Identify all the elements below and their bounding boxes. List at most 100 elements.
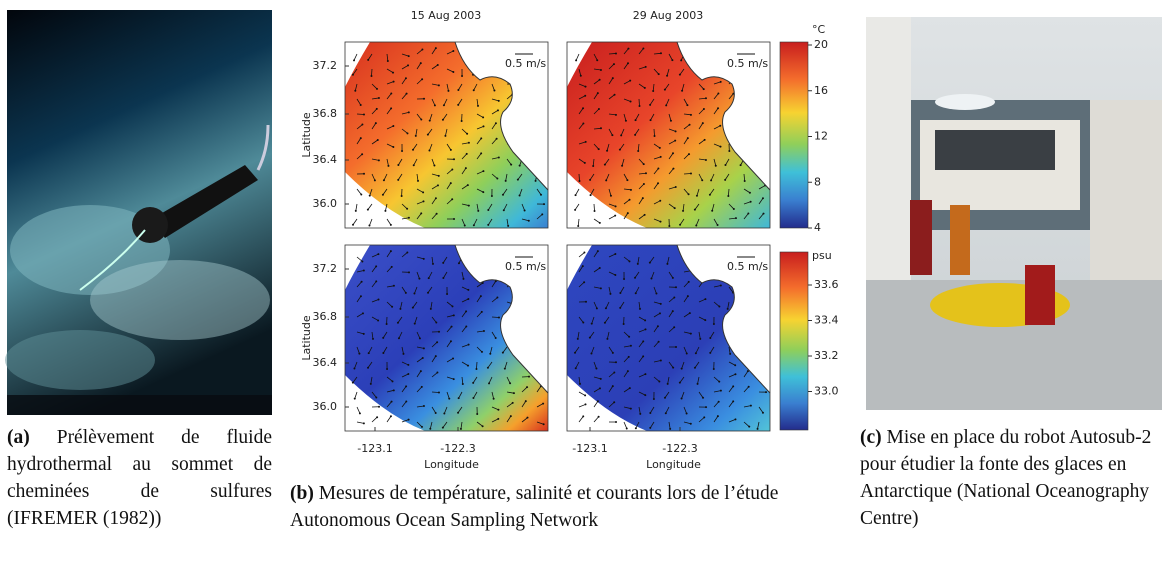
current-arrow <box>476 138 482 145</box>
arrow-head <box>441 118 444 121</box>
current-arrow <box>491 98 499 102</box>
current-arrow <box>758 198 764 205</box>
current-arrow <box>431 316 437 323</box>
arrow-head <box>575 59 578 62</box>
arrow-head <box>497 408 500 411</box>
arrow-head <box>418 337 421 340</box>
arrow-head <box>578 382 581 385</box>
arrow-head <box>370 74 373 77</box>
current-arrow <box>521 400 527 408</box>
arrow-head <box>764 84 767 87</box>
current-arrow <box>401 419 409 423</box>
arrow-head <box>638 307 641 310</box>
current-arrow <box>356 281 362 288</box>
current-arrow <box>371 108 378 115</box>
current-arrow <box>536 386 542 393</box>
current-arrow <box>608 63 615 70</box>
current-arrow <box>356 137 362 145</box>
arrow-head <box>542 116 545 119</box>
arrow-head <box>606 149 609 152</box>
current-arrow <box>386 401 392 408</box>
current-arrow <box>487 218 493 226</box>
arrow-head <box>629 407 632 410</box>
current-arrow <box>536 403 544 408</box>
arrow-head <box>452 217 455 220</box>
arrow-head <box>464 167 467 170</box>
arrow-head <box>582 321 585 324</box>
arrow-head <box>738 306 741 309</box>
arrow-head <box>749 404 752 407</box>
current-arrow <box>593 376 601 380</box>
arrow-head <box>740 292 743 295</box>
arrow-head <box>629 79 632 82</box>
arrow-head <box>583 251 586 254</box>
current-arrow <box>713 93 719 100</box>
arrow-head <box>421 357 424 360</box>
current-arrow <box>696 188 700 196</box>
arrow-head <box>742 134 745 137</box>
arrow-head <box>611 385 614 388</box>
current-arrow <box>668 186 676 190</box>
current-arrow <box>620 128 625 136</box>
arrow-head <box>389 250 392 253</box>
current-arrow <box>491 138 497 145</box>
arrow-head <box>377 405 380 408</box>
arrow-head <box>532 149 535 152</box>
current-arrow <box>536 214 543 220</box>
arrow-head <box>624 119 627 122</box>
arrow-head <box>542 254 545 257</box>
current-arrow <box>442 421 448 428</box>
current-arrow <box>683 346 688 354</box>
arrow-head <box>418 277 421 280</box>
arrow-head <box>695 224 698 227</box>
current-arrow <box>503 203 508 211</box>
current-arrow <box>757 421 760 429</box>
arrow-head <box>644 328 647 331</box>
current-arrow <box>679 218 685 226</box>
current-arrow <box>668 327 675 333</box>
current-arrow <box>429 421 433 429</box>
arrow-head <box>404 291 407 294</box>
arrow-head <box>353 397 356 400</box>
current-arrow <box>635 421 640 429</box>
current-arrow <box>728 346 731 354</box>
current-arrow <box>371 97 379 100</box>
arrow-head <box>436 184 439 187</box>
arrow-head <box>361 260 364 263</box>
current-arrow <box>491 316 500 318</box>
arrow-head <box>687 280 690 283</box>
current-arrow <box>397 316 403 323</box>
current-arrow <box>608 286 611 294</box>
arrow-head <box>659 302 662 305</box>
arrow-head <box>620 134 623 137</box>
arrow-head <box>756 307 759 310</box>
arrow-head <box>373 179 376 182</box>
arrow-head <box>518 194 521 197</box>
arrow-head <box>732 385 735 388</box>
current-arrow <box>461 53 468 59</box>
current-arrow <box>621 158 625 166</box>
arrow-head <box>362 332 365 335</box>
y-axis-label: Latitude <box>300 112 313 158</box>
arrow-head <box>642 355 645 358</box>
current-arrow <box>371 266 377 273</box>
current-arrow <box>386 108 392 115</box>
arrow-head <box>761 197 764 200</box>
arrow-head <box>420 385 423 388</box>
colorbar-fill <box>779 41 809 229</box>
current-arrow <box>536 113 544 118</box>
current-arrow <box>401 93 407 100</box>
current-arrow <box>665 406 670 414</box>
current-arrow <box>536 255 544 258</box>
current-arrow <box>623 421 628 429</box>
arrow-head <box>685 412 688 415</box>
arrow-head <box>574 367 577 370</box>
arrow-head <box>668 224 671 227</box>
current-arrow <box>401 386 407 393</box>
arrow-head <box>688 260 691 263</box>
arrow-head <box>579 74 582 77</box>
current-arrow <box>371 122 377 130</box>
current-arrow <box>593 68 601 71</box>
arrow-head <box>392 284 395 287</box>
arrow-head <box>467 298 470 301</box>
